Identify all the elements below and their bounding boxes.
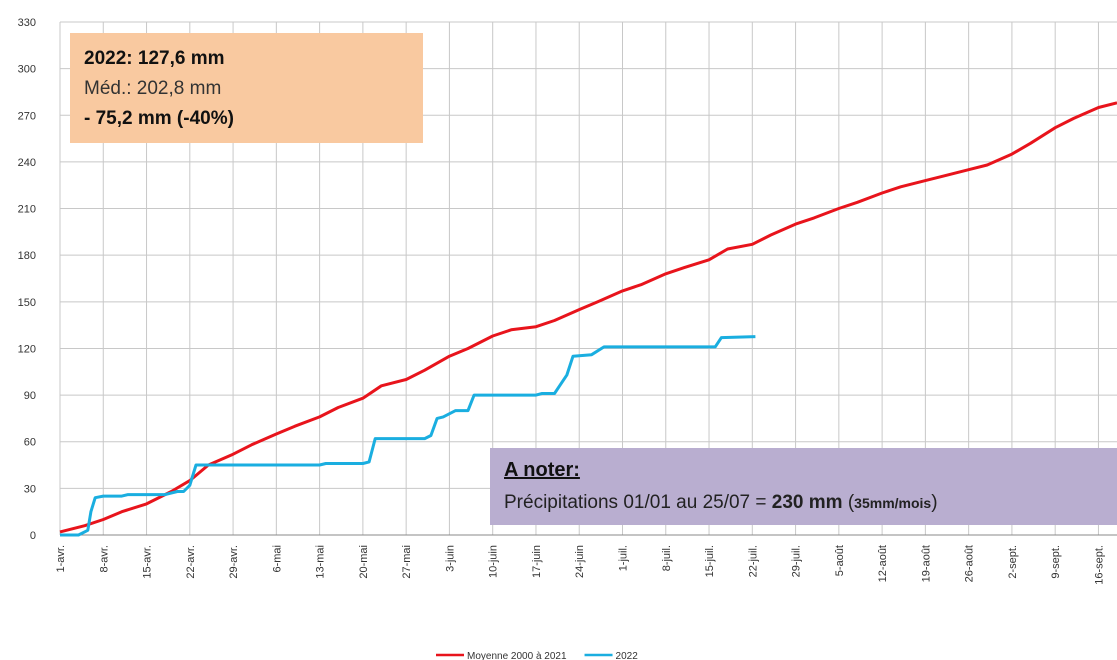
- x-tick-label: 8-juil.: [661, 545, 673, 571]
- x-tick-label: 26-août: [964, 545, 976, 582]
- summary-line: - 75,2 mm (-40%): [84, 108, 234, 129]
- y-tick-label: 330: [18, 17, 36, 29]
- note-box: [490, 448, 1117, 525]
- x-tick-label: 6-mai: [271, 545, 283, 573]
- x-tick-label: 2-sept.: [1007, 545, 1019, 579]
- x-tick-label: 29-avr.: [228, 545, 240, 579]
- summary-line: Méd.: 202,8 mm: [84, 78, 221, 99]
- y-tick-label: 150: [18, 297, 36, 309]
- x-tick-label: 22-juil.: [747, 545, 759, 577]
- y-tick-label: 60: [24, 437, 36, 449]
- x-tick-label: 3-juin: [444, 545, 456, 572]
- x-tick-label: 13-mai: [315, 545, 327, 579]
- x-tick-label: 10-juin: [488, 545, 500, 578]
- note-part: 35mm/mois: [854, 495, 931, 511]
- y-tick-label: 210: [18, 204, 36, 216]
- x-tick-label: 27-mai: [401, 545, 413, 579]
- x-tick-label: 1-juil.: [617, 545, 629, 571]
- y-tick-label: 90: [24, 390, 36, 402]
- x-tick-label: 8-avr.: [98, 545, 110, 573]
- y-tick-label: 0: [30, 530, 36, 542]
- x-tick-label: 5-août: [834, 545, 846, 576]
- y-tick-label: 240: [18, 157, 36, 169]
- note-text: Précipitations 01/01 au 25/07 = 230 mm (…: [504, 492, 938, 513]
- x-tick-label: 15-avr.: [142, 545, 154, 579]
- x-tick-label: 22-avr.: [185, 545, 197, 579]
- x-tick-label: 20-mai: [358, 545, 370, 579]
- summary-box: [70, 33, 423, 143]
- x-tick-label: 15-juil.: [704, 545, 716, 577]
- note-part: ): [931, 492, 937, 513]
- x-tick-label: 9-sept.: [1050, 545, 1062, 579]
- y-tick-label: 180: [18, 250, 36, 262]
- x-tick-label: 24-juin: [574, 545, 586, 578]
- x-tick-label: 19-août: [920, 545, 932, 582]
- x-tick-label: 1-avr.: [55, 545, 67, 573]
- y-tick-label: 30: [24, 483, 36, 495]
- legend-label: Moyenne 2000 à 2021: [467, 651, 567, 660]
- y-tick-label: 120: [18, 343, 36, 355]
- y-tick-label: 270: [18, 110, 36, 122]
- line: [59, 101, 1117, 534]
- note-part: (: [843, 492, 855, 513]
- x-tick-label: 12-août: [877, 545, 889, 582]
- summary-line: 2022: 127,6 mm: [84, 48, 225, 69]
- note-part: Précipitations 01/01 au 25/07 =: [504, 492, 772, 513]
- x-tick-label: 17-juin: [531, 545, 543, 578]
- note-part: 230 mm: [772, 492, 843, 513]
- y-tick-label: 300: [18, 64, 36, 76]
- note-heading: A noter:: [504, 459, 580, 481]
- x-tick-label: 29-juil.: [791, 545, 803, 577]
- legend-label: 2022: [616, 651, 639, 660]
- line: [60, 335, 756, 537]
- x-tick-label: 16-sept.: [1093, 545, 1105, 585]
